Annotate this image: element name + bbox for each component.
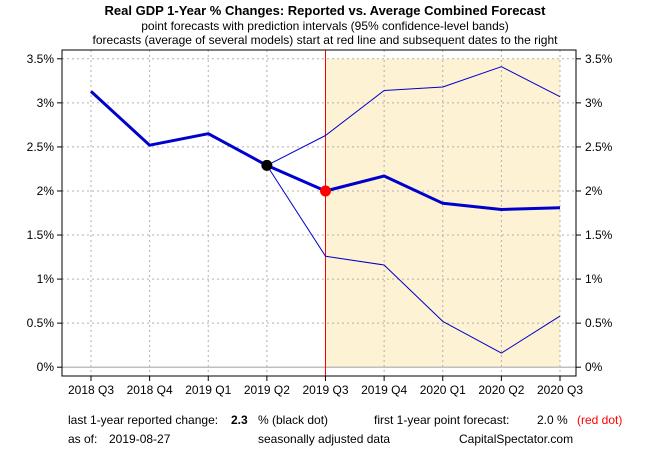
y-tick-label-right: 1% [585, 272, 603, 286]
forecast-label: first 1-year point forecast: [374, 413, 509, 427]
x-tick-label: 2018 Q3 [68, 383, 114, 397]
reported-label: last 1-year reported change: [68, 413, 218, 427]
chart-title: Real GDP 1-Year % Changes: Reported vs. … [105, 3, 547, 18]
y-tick-label-right: 2.5% [585, 140, 613, 154]
reported-value: 2.3 [231, 413, 248, 427]
series-lines [89, 66, 561, 354]
x-tick-label: 2019 Q2 [244, 383, 290, 397]
y-tick-label-left: 1.5% [27, 228, 55, 242]
asof-value: 2019-08-27 [109, 432, 171, 446]
y-tick-label-right: 0.5% [585, 316, 613, 330]
x-tick-label: 2020 Q1 [420, 383, 466, 397]
x-tick-label: 2018 Q4 [127, 383, 173, 397]
y-tick-label-right: 2% [585, 184, 603, 198]
reported-unit: % (black dot) [258, 413, 328, 427]
x-tick-label: 2020 Q3 [537, 383, 583, 397]
y-tick-label-left: 2.5% [27, 140, 55, 154]
forecast-note: (red dot) [577, 413, 622, 427]
chart-subtitle-2: forecasts (average of several models) st… [93, 33, 559, 47]
chart-subtitle-1: point forecasts with prediction interval… [141, 19, 509, 33]
source: CapitalSpectator.com [459, 432, 573, 446]
x-tick-label: 2019 Q3 [302, 383, 348, 397]
y-tick-label-left: 0.5% [27, 316, 55, 330]
adjusted-note: seasonally adjusted data [258, 432, 390, 446]
markers [261, 159, 331, 197]
y-tick-label-right: 0% [585, 360, 603, 374]
footer-row-2: as of: 2019-08-27 seasonally adjusted da… [68, 432, 573, 446]
forecast-value: 2.0 % [537, 413, 568, 427]
y-tick-label-left: 3.5% [27, 52, 55, 66]
asof-label: as of: [68, 432, 97, 446]
y-tick-label-right: 1.5% [585, 228, 613, 242]
reported-dot [261, 159, 273, 171]
x-tick-label: 2019 Q4 [361, 383, 407, 397]
plot-frame [61, 49, 577, 377]
series-lower-band [266, 165, 561, 354]
axes: 0% 0% 0.5% 0.5% 1% 1% 1.5% 1.5% 2% 2% 2.5% 2.5% 3% 3%… [27, 52, 613, 397]
series-point-forecast [266, 164, 561, 211]
series-reported [89, 90, 268, 167]
y-tick-label-right: 3.5% [585, 52, 613, 66]
y-tick-label-left: 0% [37, 360, 55, 374]
y-tick-label-left: 1% [37, 272, 55, 286]
y-tick-label-right: 3% [585, 96, 603, 110]
series-upper-band [266, 66, 561, 166]
forecast-dot [320, 185, 331, 197]
y-tick-label-left: 2% [37, 184, 55, 198]
x-tick-label: 2020 Q2 [478, 383, 524, 397]
footer-row-1: last 1-year reported change: 2.3 % (blac… [68, 413, 622, 427]
y-tick-label-left: 3% [37, 96, 55, 110]
x-tick-label: 2019 Q1 [185, 383, 231, 397]
